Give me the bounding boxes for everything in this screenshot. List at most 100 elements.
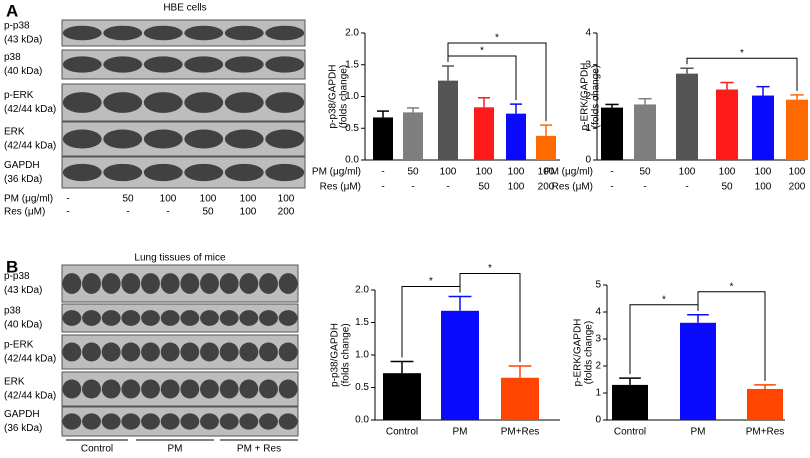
y-tick-label: 4	[595, 307, 601, 318]
y-tick-label: 0.5	[345, 123, 359, 134]
bar	[634, 104, 656, 160]
x-table-value: -	[610, 182, 613, 193]
blot-band	[62, 379, 82, 399]
x-table-value: -	[685, 182, 688, 193]
x-table-value: 100	[476, 167, 493, 178]
blot-band	[82, 379, 101, 399]
bar	[383, 373, 421, 420]
blot-band	[62, 129, 102, 149]
blot-band	[62, 342, 82, 362]
condition-value: -	[126, 207, 129, 218]
condition-value: 100	[160, 194, 177, 205]
condition-value: 50	[122, 194, 134, 205]
blot-size: (36 kDa)	[4, 174, 42, 185]
blot-band	[180, 342, 200, 362]
blot-band	[82, 413, 101, 430]
condition-value: 100	[200, 194, 217, 205]
bar	[716, 89, 738, 160]
blot-band	[184, 56, 224, 73]
blot-band	[219, 342, 239, 362]
y-tick-label: 2.0	[345, 28, 359, 39]
blot-band	[180, 310, 200, 326]
blot-band	[103, 163, 143, 182]
blot-band	[259, 379, 278, 399]
bar	[373, 117, 393, 160]
condition-label: PM (μg/ml)	[4, 194, 53, 205]
blot-band	[259, 342, 278, 362]
x-tick-label: Control	[614, 427, 646, 438]
x-table-value: 100	[508, 182, 525, 193]
blot-band	[101, 413, 121, 430]
bar	[474, 107, 494, 160]
blot-band	[239, 413, 259, 430]
blot-size: (40 kDa)	[4, 66, 42, 77]
y-tick-label: 0	[585, 155, 591, 166]
x-table-label: Res (μM)	[320, 182, 361, 193]
blot-band	[278, 310, 298, 326]
blot-band	[219, 379, 239, 399]
blot-band	[160, 310, 180, 326]
blot-band	[265, 25, 305, 41]
blot-band	[224, 25, 264, 41]
significance-bracket	[697, 291, 766, 381]
blot-label: p38	[4, 306, 21, 317]
blot-label: p38	[4, 52, 21, 63]
blot-band	[180, 413, 200, 430]
y-tick-label: 0	[595, 415, 601, 426]
bar	[680, 322, 716, 420]
blot-label: ERK	[4, 377, 25, 388]
x-table-value: 50	[721, 182, 733, 193]
bar	[601, 107, 623, 160]
blot-band	[143, 25, 183, 41]
bar	[438, 80, 458, 160]
x-table-value: 100	[789, 167, 806, 178]
blot-band	[200, 273, 219, 294]
y-tick-label: 0.0	[345, 155, 359, 166]
blot-band	[224, 129, 264, 149]
blot-size: (36 kDa)	[4, 423, 42, 434]
blot-band	[160, 273, 180, 294]
x-table-value: 100	[755, 167, 772, 178]
blot-band	[121, 413, 141, 430]
blot-size: (40 kDa)	[4, 320, 42, 331]
group-label: PM	[168, 444, 183, 455]
blot-size: (42/44 kDa)	[4, 104, 56, 115]
blot-band	[103, 56, 143, 73]
x-table-value: 100	[440, 167, 457, 178]
bar	[506, 113, 526, 160]
y-tick-label: 1.0	[345, 91, 359, 102]
x-table-value: 100	[755, 182, 772, 193]
bar	[612, 384, 648, 420]
blot	[61, 371, 299, 407]
panel-label: A	[6, 1, 18, 20]
blot-band	[219, 413, 239, 430]
x-tick-label: PM+Res	[746, 427, 785, 438]
blot-band	[62, 163, 102, 182]
blot-band	[239, 342, 259, 362]
blot	[61, 19, 306, 47]
blot-label: GAPDH	[4, 160, 40, 171]
x-tick-label: PM	[691, 427, 706, 438]
blot-band	[160, 413, 180, 430]
blot-band	[101, 310, 121, 326]
blot-band	[184, 129, 224, 149]
x-table-value: 200	[538, 182, 555, 193]
blot-band	[278, 413, 298, 430]
y-axis-label: (folds change)	[584, 321, 595, 384]
blot-band	[180, 273, 200, 294]
blot-size: (42/44 kDa)	[4, 354, 56, 365]
y-axis-label: p-ERK/GAPDH	[580, 63, 591, 131]
blot	[61, 406, 299, 437]
blot-label: ERK	[4, 127, 25, 138]
x-table-value: -	[411, 182, 414, 193]
significance-bracket	[686, 57, 798, 91]
blot-band	[121, 379, 141, 399]
y-tick-label: 2	[585, 91, 591, 102]
significance-label: *	[480, 46, 484, 57]
significance-bracket	[447, 42, 547, 122]
blot	[61, 156, 306, 189]
blot-band	[62, 56, 102, 73]
y-tick-label: 1	[595, 388, 601, 399]
y-tick-label: 1.5	[355, 317, 369, 328]
x-table-label: PM (μg/ml)	[544, 167, 593, 178]
